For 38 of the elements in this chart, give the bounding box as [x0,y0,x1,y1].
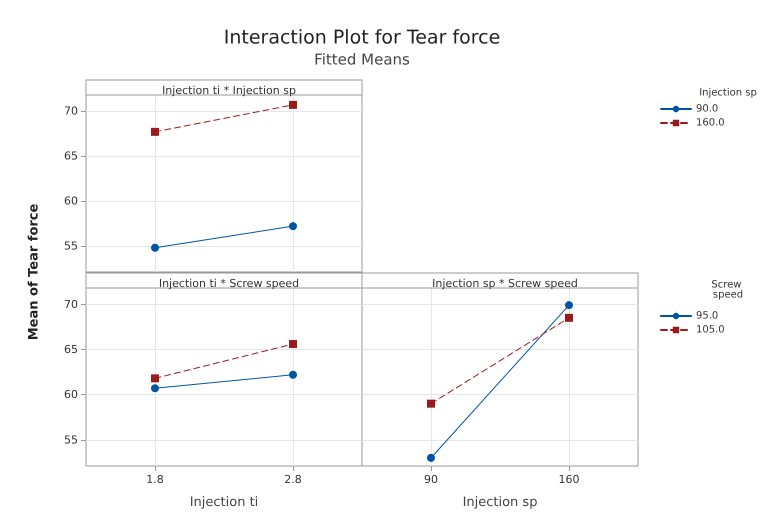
chart-title: Injection ti * Injection sp [162,84,296,97]
point [151,244,159,252]
chart-title: Injection ti * Screw speed [158,277,300,290]
point [289,340,297,348]
point [565,301,573,310]
legend-label: 95.0 [696,310,718,322]
legend-label: 105.0 [696,324,725,336]
chart-title: Injection sp * Screw speed [432,277,578,290]
y-tick-label: 70 [64,104,78,118]
legend-label: 160.0 [696,118,725,128]
legend-title: Screw speed [711,280,745,300]
point [565,314,573,322]
text: Interaction Plot for Tear force [224,26,500,48]
y-tick-label: 55 [64,239,78,252]
point [289,370,297,379]
x-tick-label: 90 [424,473,438,486]
text: Fitted Means [314,50,410,68]
y-tick-label: 70 [64,298,78,311]
x-tick-label: 2.8 [284,473,302,486]
point [289,222,297,230]
point [151,128,159,136]
point [151,374,159,382]
y-tick-label: 60 [64,194,78,208]
legend-label: 90.0 [696,104,718,114]
point [151,384,159,392]
point [427,400,435,408]
y-tick-label: 65 [64,150,78,163]
x-tick-label: 1.8 [146,473,164,486]
x-axis-title: Injection ti [190,495,258,510]
y-axis-title: Mean of Tear force [26,204,42,340]
y-tick-label: 55 [64,433,78,446]
point [427,454,435,462]
x-tick-label: 160 [558,473,580,486]
y-tick-label: 60 [64,388,78,402]
x-axis-title: Injection sp [462,495,538,510]
point [289,100,297,109]
y-tick-label: 65 [64,342,78,356]
legend-title: Injection sp [699,88,757,98]
